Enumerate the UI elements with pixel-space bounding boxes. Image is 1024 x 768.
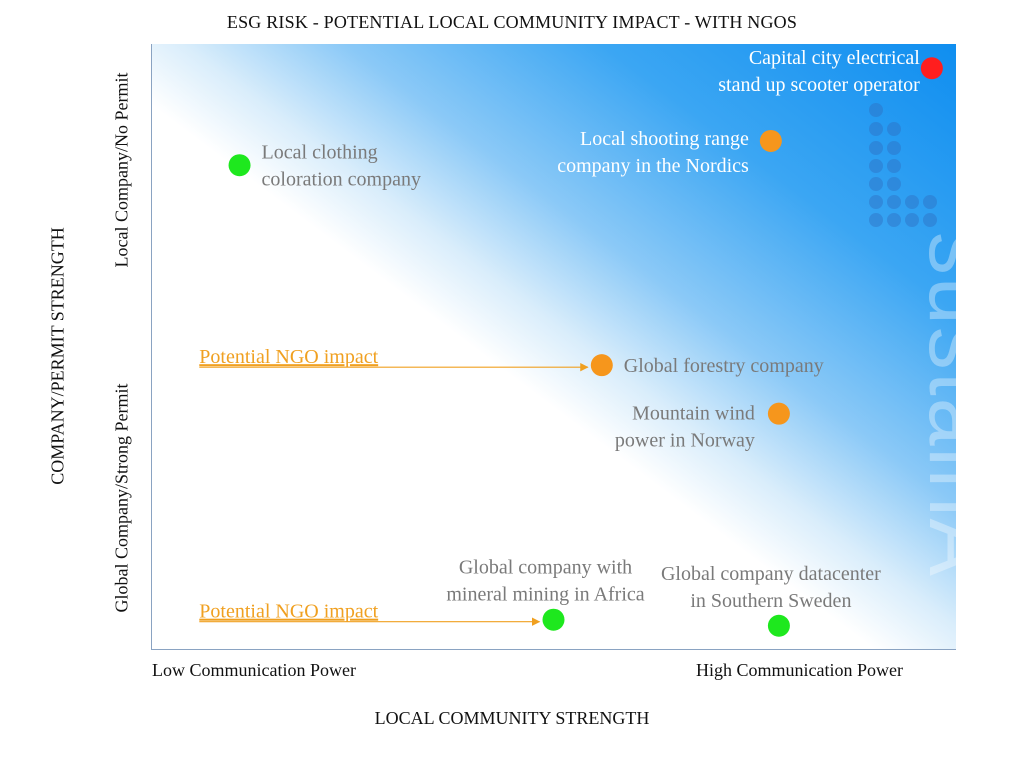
watermark-dot — [887, 177, 901, 191]
point-label: stand up scooter operator — [718, 74, 920, 96]
watermark-dot — [887, 141, 901, 155]
point-label: Capital city electrical — [749, 47, 920, 69]
point-label: in Southern Sweden — [690, 590, 851, 612]
point-label: Global company datacenter — [661, 563, 881, 585]
x-tick-high: High Communication Power — [696, 660, 903, 680]
watermark-dot — [923, 195, 937, 209]
plot-area — [151, 44, 956, 650]
chart-title: ESG RISK - POTENTIAL LOCAL COMMUNITY IMP… — [226, 12, 798, 32]
watermark-dot — [887, 159, 901, 173]
point-red — [920, 57, 943, 80]
watermark-dot — [869, 141, 883, 155]
watermark-text: sustainA — [911, 232, 1007, 578]
watermark-logo: sustainA — [869, 103, 1007, 578]
point-label: Mountain wind — [632, 403, 755, 425]
point-label: Global forestry company — [624, 355, 824, 377]
point-label: coloration company — [262, 169, 421, 191]
point-orange — [767, 402, 790, 425]
ngo-annotation-label: Potential NGO impact — [199, 346, 378, 368]
watermark-dot — [887, 213, 901, 227]
point-green — [767, 614, 790, 637]
watermark-dot — [869, 103, 883, 117]
point-green — [542, 608, 565, 631]
watermark-dot — [869, 213, 883, 227]
point-label: mineral mining in Africa — [446, 584, 644, 606]
watermark-dot — [869, 159, 883, 173]
point-orange — [590, 354, 613, 377]
watermark-dot — [887, 195, 901, 209]
watermark-dot — [869, 195, 883, 209]
y-axis-line — [151, 44, 152, 650]
point-green — [228, 154, 251, 177]
point-label: company in the Nordics — [557, 155, 749, 177]
x-axis-line — [151, 649, 956, 650]
watermark-dot — [923, 213, 937, 227]
watermark-dot — [869, 122, 883, 136]
watermark-dot — [887, 122, 901, 136]
point-label: Global company with — [459, 557, 632, 579]
x-axis-title: LOCAL COMMUNITY STRENGTH — [374, 708, 650, 728]
watermark-dot — [869, 177, 883, 191]
point-label: power in Norway — [615, 430, 755, 452]
x-tick-low: Low Communication Power — [152, 660, 356, 680]
point-label: Local clothing — [262, 142, 378, 164]
watermark-dot — [905, 213, 919, 227]
watermark-dot — [905, 195, 919, 209]
point-label: Local shooting range — [580, 128, 749, 150]
ngo-annotation-label: Potential NGO impact — [199, 601, 378, 623]
point-orange — [759, 129, 782, 152]
